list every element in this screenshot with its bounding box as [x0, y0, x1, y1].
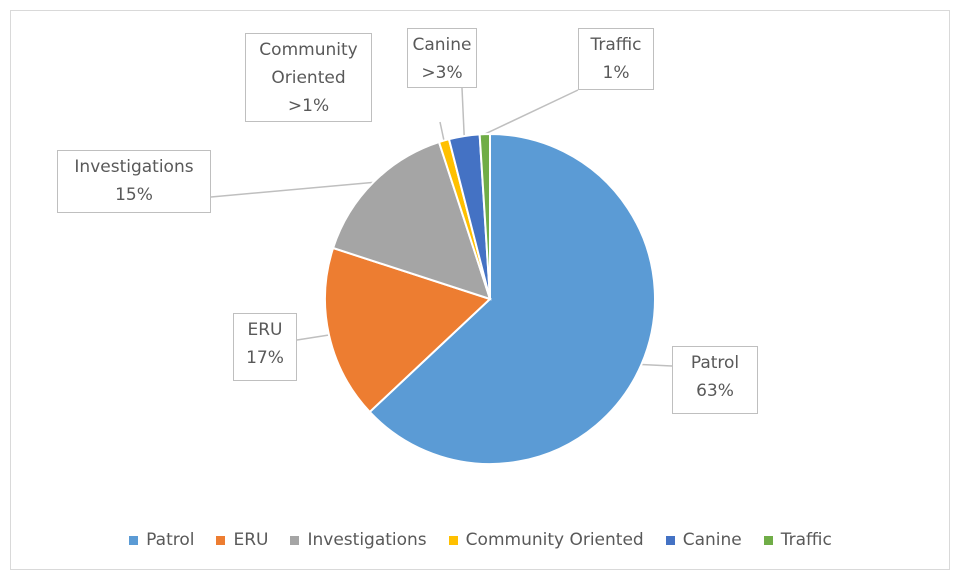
- legend-item: ERU: [216, 530, 268, 550]
- leader-line: [641, 363, 673, 367]
- legend-label: ERU: [233, 530, 269, 550]
- leader-line: [296, 334, 330, 341]
- data-label-category: Community Oriented: [259, 40, 358, 88]
- legend-swatch: [216, 535, 226, 545]
- legend-swatch: [448, 535, 458, 545]
- legend-swatch: [290, 535, 300, 545]
- leader-line: [439, 121, 445, 141]
- data-label-value: 15%: [115, 185, 153, 205]
- legend-item: Canine: [665, 530, 742, 550]
- data-label: Investigations 15%: [57, 150, 211, 213]
- legend-label: Investigations: [307, 530, 427, 550]
- data-label: Patrol 63%: [672, 346, 758, 414]
- data-label-value: 17%: [246, 348, 284, 368]
- data-label-category: Investigations: [74, 157, 194, 177]
- legend-swatch: [665, 535, 675, 545]
- data-label: ERU 17%: [233, 313, 297, 381]
- chart-frame: [10, 10, 950, 570]
- legend-label: Canine: [682, 530, 742, 550]
- legend-label: Community Oriented: [465, 530, 644, 550]
- legend-label: Patrol: [146, 530, 195, 550]
- legend-item: Investigations: [290, 530, 427, 550]
- pie-slice: [478, 132, 491, 300]
- legend-label: Traffic: [780, 530, 832, 550]
- legend: Patrol ERU Investigations Community Oriente…: [0, 530, 961, 550]
- data-label-category: ERU: [247, 320, 283, 340]
- leader-line: [484, 89, 579, 135]
- legend-swatch: [129, 535, 139, 545]
- legend-item: Patrol: [129, 530, 194, 550]
- data-label-category: Patrol: [690, 353, 740, 373]
- data-label: Canine >3%: [407, 28, 477, 88]
- data-label-category: Traffic: [590, 35, 642, 55]
- data-label-value: 63%: [696, 381, 734, 401]
- legend-swatch: [763, 535, 773, 545]
- legend-item: Community Oriented: [448, 530, 644, 550]
- leader-lines: [210, 87, 673, 367]
- legend-item: Traffic: [763, 530, 832, 550]
- pie-slice: [368, 132, 656, 465]
- data-label-category: Canine: [412, 35, 472, 55]
- data-label-value: 1%: [602, 63, 630, 83]
- data-label-value: >3%: [421, 63, 463, 83]
- pie-slice: [324, 246, 492, 414]
- leader-line: [210, 181, 374, 198]
- data-label-value: >1%: [287, 96, 330, 116]
- leader-line: [461, 87, 465, 137]
- data-label: Traffic 1%: [578, 28, 654, 90]
- data-label: Community Oriented >1%: [245, 33, 372, 122]
